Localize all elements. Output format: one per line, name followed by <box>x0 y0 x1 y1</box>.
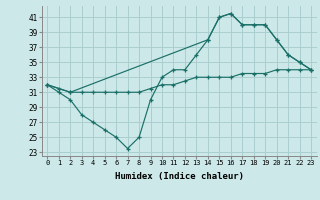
X-axis label: Humidex (Indice chaleur): Humidex (Indice chaleur) <box>115 172 244 181</box>
